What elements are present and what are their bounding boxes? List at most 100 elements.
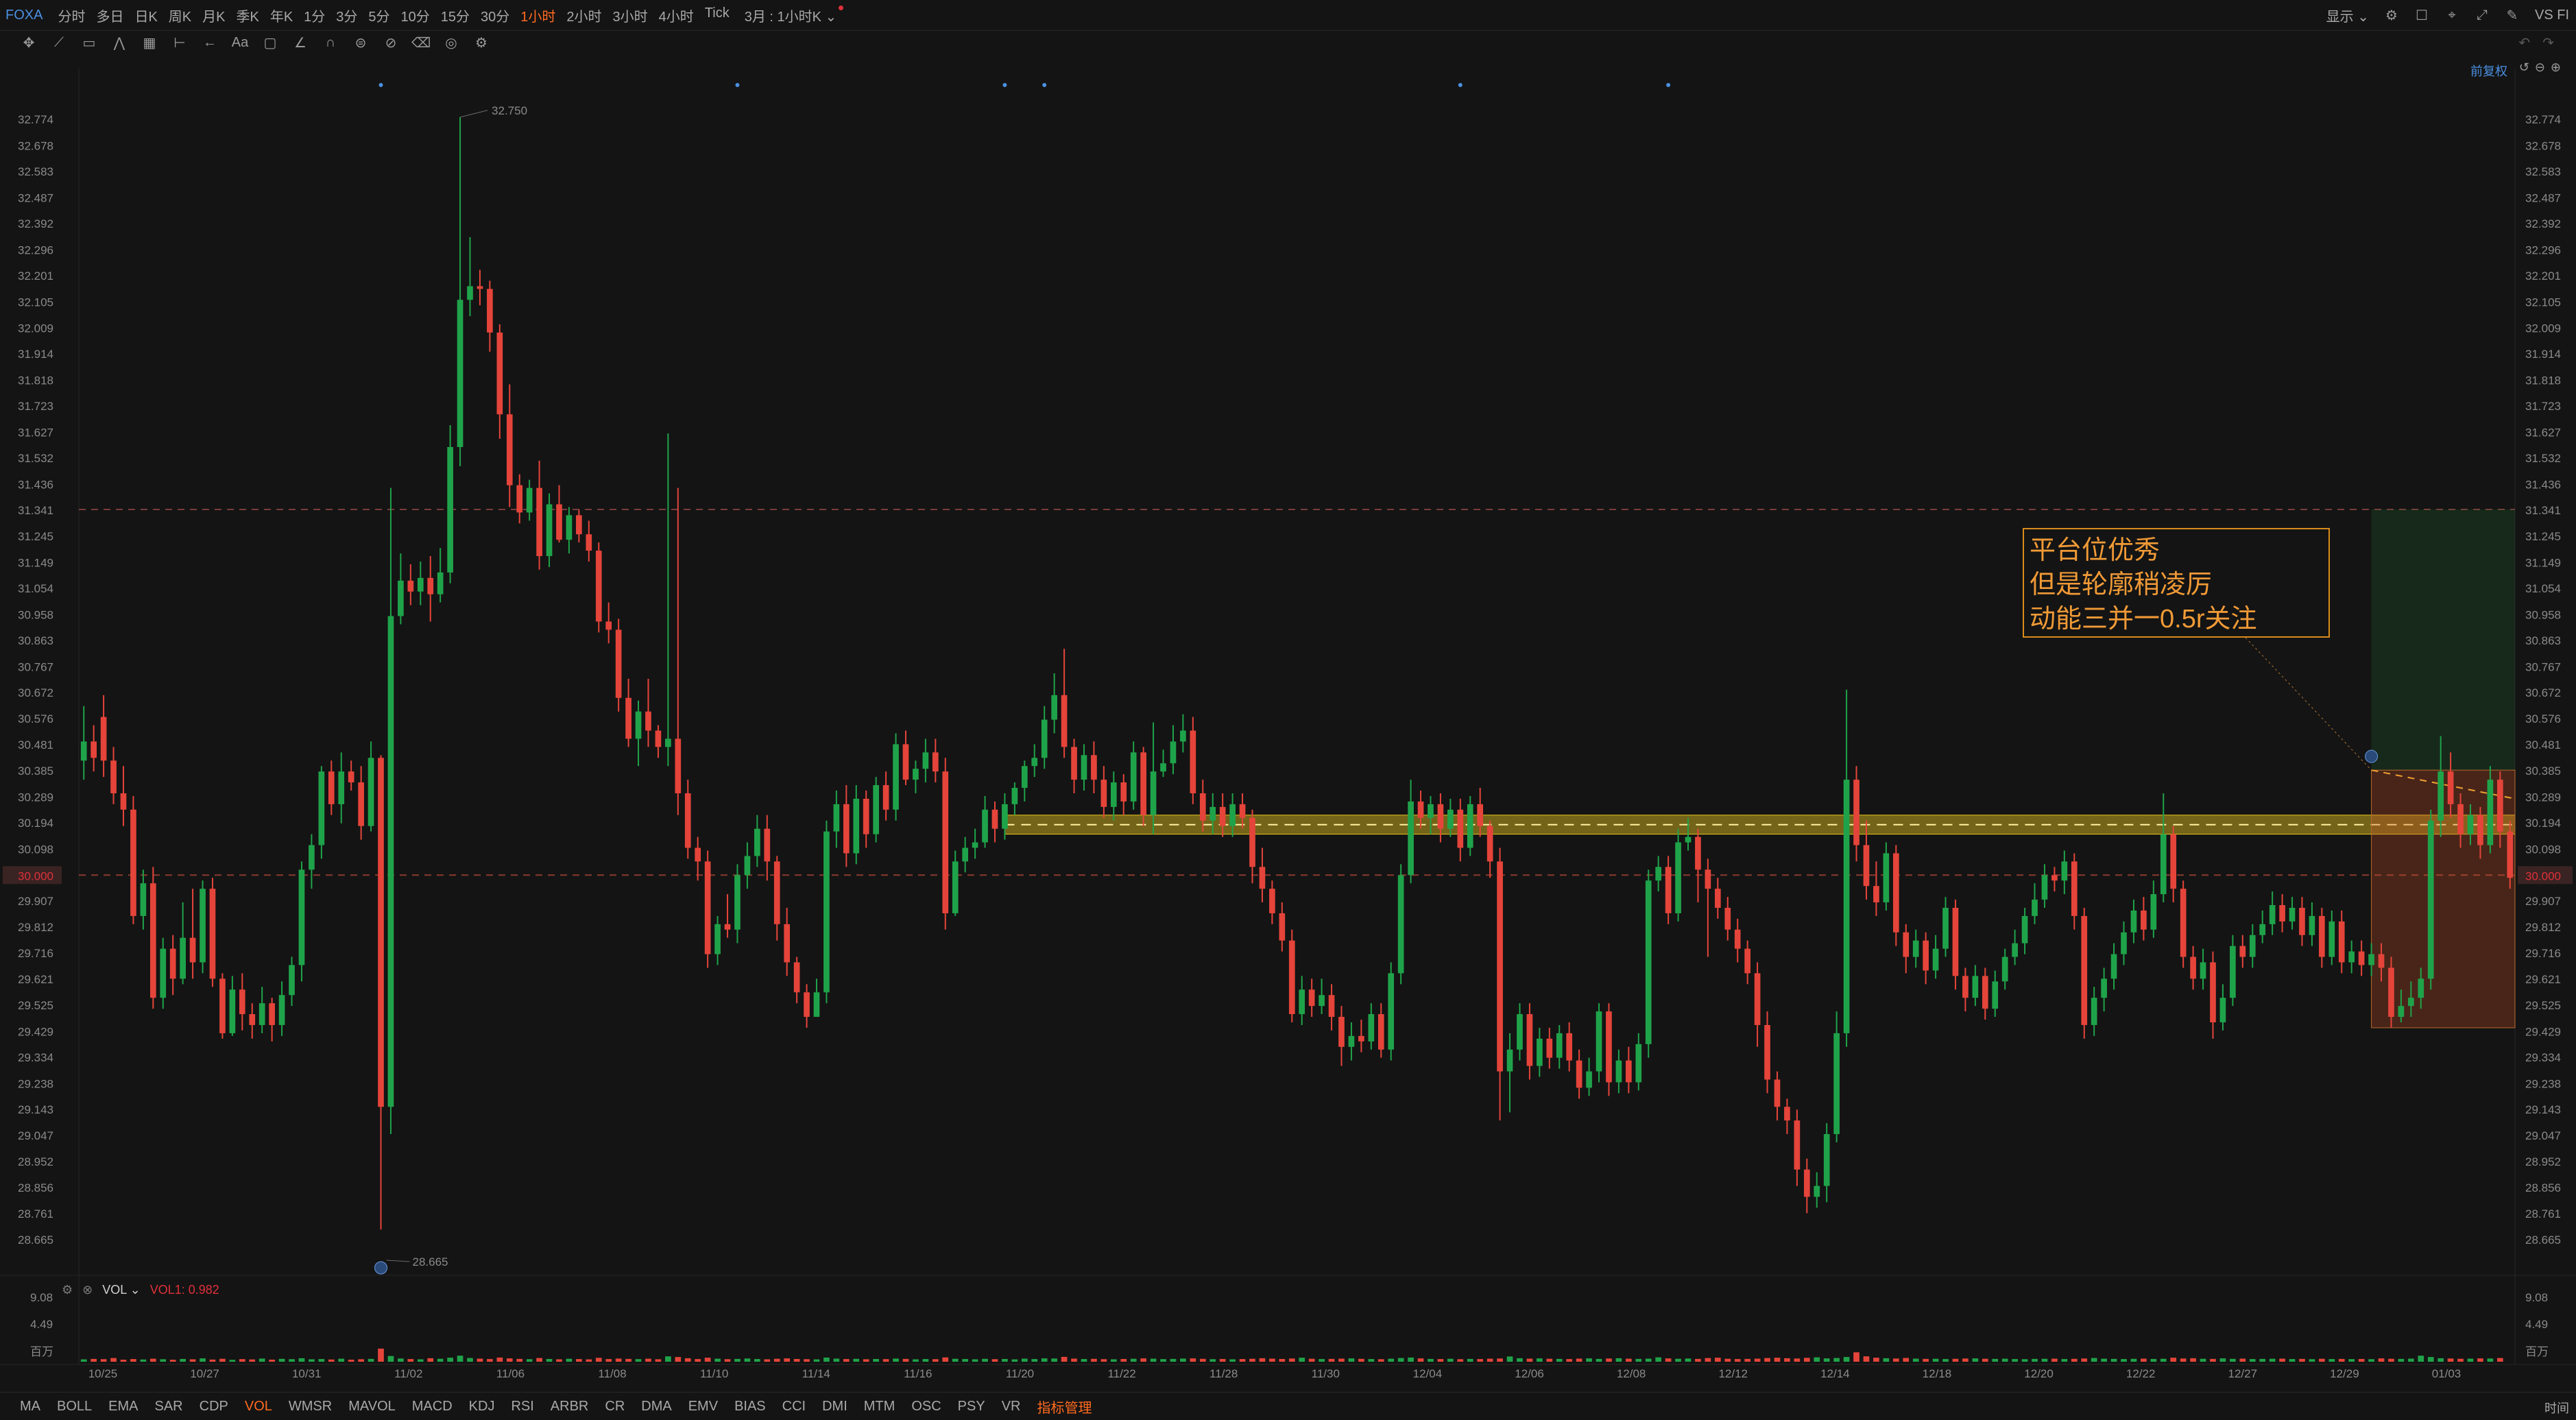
tab-timeframe-2[interactable]: 日K [134,9,158,25]
close-icon[interactable]: ⊗ [82,1282,93,1297]
rectangle-icon[interactable]: ▭ [82,35,96,51]
arrow-icon[interactable]: ← [203,34,217,50]
zoom-out-icon[interactable]: ⊖ [2534,60,2551,74]
compare-button[interactable]: VS FI [2534,7,2569,23]
y-tick-right: 31.341 [2525,504,2561,517]
candle-body [754,828,760,856]
indicator-7[interactable]: MAVOL [348,1398,396,1414]
display-button[interactable]: 显示 ⌄ [2326,9,2369,25]
volume-bar [1596,1358,1602,1362]
tab-timeframe-17[interactable]: Tick [704,5,730,21]
time-button[interactable]: 时间 [2544,1401,2569,1415]
tab-timeframe-15[interactable]: 3小时 [612,9,648,25]
reset-icon[interactable]: ↺ [2518,60,2535,74]
tab-timeframe-5[interactable]: 季K [236,9,259,25]
candle-body [2051,875,2058,881]
tab-timeframe-8[interactable]: 3分 [336,9,358,25]
indicator-5[interactable]: VOL [244,1398,272,1414]
volume-bar [437,1358,444,1362]
range-selector[interactable]: 3月 : 1小时K ⌄ [735,5,850,25]
volume-name[interactable]: VOL ⌄ [102,1282,141,1297]
indicator-2[interactable]: EMA [108,1398,139,1414]
indicator-15[interactable]: BIAS [734,1398,766,1414]
tab-timeframe-7[interactable]: 1分 [304,9,326,25]
indicator-17[interactable]: DMI [822,1398,847,1414]
candle-body [1170,741,1177,764]
candle-body [2170,834,2177,889]
expand-icon[interactable]: ⤢ [2476,7,2488,23]
indicator-13[interactable]: DMA [641,1398,672,1414]
candle-body [2388,967,2394,1018]
pen-icon[interactable]: ✎ [2506,8,2518,23]
tab-timeframe-13[interactable]: 1小时 [520,9,556,25]
indicator-6[interactable]: WMSR [288,1398,333,1414]
tab-timeframe-14[interactable]: 2小时 [566,9,602,25]
volume-bar [1071,1358,1077,1362]
tab-timeframe-12[interactable]: 30分 [481,9,510,25]
tab-timeframe-0[interactable]: 分时 [58,9,86,25]
indicator-3[interactable]: SAR [154,1398,183,1414]
top-toolbar: FOXA 分时 多日 日K 周K 月K 季K 年K 1分 3分 5分 10分 15分 30分 1小时 2小时… [0,0,2576,31]
undo-icon[interactable]: ↶ [2518,36,2543,51]
tab-timeframe-6[interactable]: 年K [269,9,293,25]
indicator-14[interactable]: EMV [688,1398,719,1414]
annotation-box[interactable]: 平台位优秀 但是轮廓稍凌厉 动能三并一0.5r关注 [2023,528,2330,638]
indicator-11[interactable]: ARBR [550,1398,589,1414]
brush-icon[interactable]: ∠ [294,35,306,51]
adjust-label[interactable]: 前复权 [2470,64,2507,78]
indicator-19[interactable]: OSC [911,1398,941,1414]
volume-bar [773,1358,780,1362]
volume-bar [1863,1356,1870,1362]
indicator-20[interactable]: PSY [957,1398,985,1414]
tab-timeframe-9[interactable]: 5分 [368,9,390,25]
volume-bar [328,1359,335,1362]
tab-timeframe-1[interactable]: 多日 [96,9,124,25]
trash-icon[interactable]: ⌫ [411,35,431,51]
move-icon[interactable]: ✥ [23,35,35,51]
y-tick-left: 29.334 [18,1051,53,1064]
camera-icon[interactable]: ⌖ [2448,7,2456,23]
hide-icon[interactable]: ⊘ [385,35,397,51]
zoom-in-icon[interactable]: ⊕ [2550,60,2566,74]
wave-icon[interactable]: ⋀ [113,35,125,51]
symbol-label[interactable]: FOXA [5,7,43,23]
tab-timeframe-16[interactable]: 4小时 [658,9,694,25]
candle-body [1526,1014,1533,1066]
tab-timeframe-4[interactable]: 月K [202,9,226,25]
volume-bar [2348,1359,2355,1362]
range-icon[interactable]: ⊢ [173,35,186,51]
indicator-1[interactable]: BOLL [57,1398,93,1414]
grid-icon[interactable]: ▦ [143,35,156,51]
eye-icon[interactable]: ◎ [445,35,457,51]
tab-timeframe-3[interactable]: 周K [168,9,192,25]
indicator-18[interactable]: MTM [863,1398,895,1414]
gear-icon[interactable]: ⚙ [475,35,487,51]
redo-icon[interactable]: ↷ [2542,36,2566,51]
indicator-9[interactable]: KDJ [468,1398,495,1414]
volume-bar [1002,1358,1008,1362]
tab-timeframe-11[interactable]: 15分 [440,9,470,25]
volume-bar [863,1359,869,1362]
tab-timeframe-10[interactable]: 10分 [400,9,430,25]
text-icon[interactable]: Aa [231,34,249,50]
indicator-4[interactable]: CDP [199,1398,228,1414]
indicator-21[interactable]: VR [1001,1398,1021,1414]
settings-icon[interactable]: ⚙ [2385,8,2398,23]
volume-bar [2437,1358,2444,1362]
indicator-0[interactable]: MA [20,1398,40,1414]
settings-icon[interactable]: ⚙ [62,1282,73,1297]
lock-icon[interactable]: ⊜ [354,35,367,51]
indicator-10[interactable]: RSI [511,1398,534,1414]
candle-body [1021,766,1028,789]
candle-body [1794,1120,1801,1170]
indicator-8[interactable]: MACD [411,1398,453,1414]
indicator-12[interactable]: CR [605,1398,625,1414]
indicator-22[interactable]: 指标管理 [1037,1400,1092,1416]
layout-icon[interactable]: ☐ [2416,8,2428,23]
trendline-icon[interactable]: ⟋ [54,34,64,50]
indicator-16[interactable]: CCI [782,1398,806,1414]
comment-icon[interactable]: ▢ [263,35,277,51]
magnet-icon[interactable]: ∩ [325,34,336,50]
volume-bar [2230,1358,2236,1362]
